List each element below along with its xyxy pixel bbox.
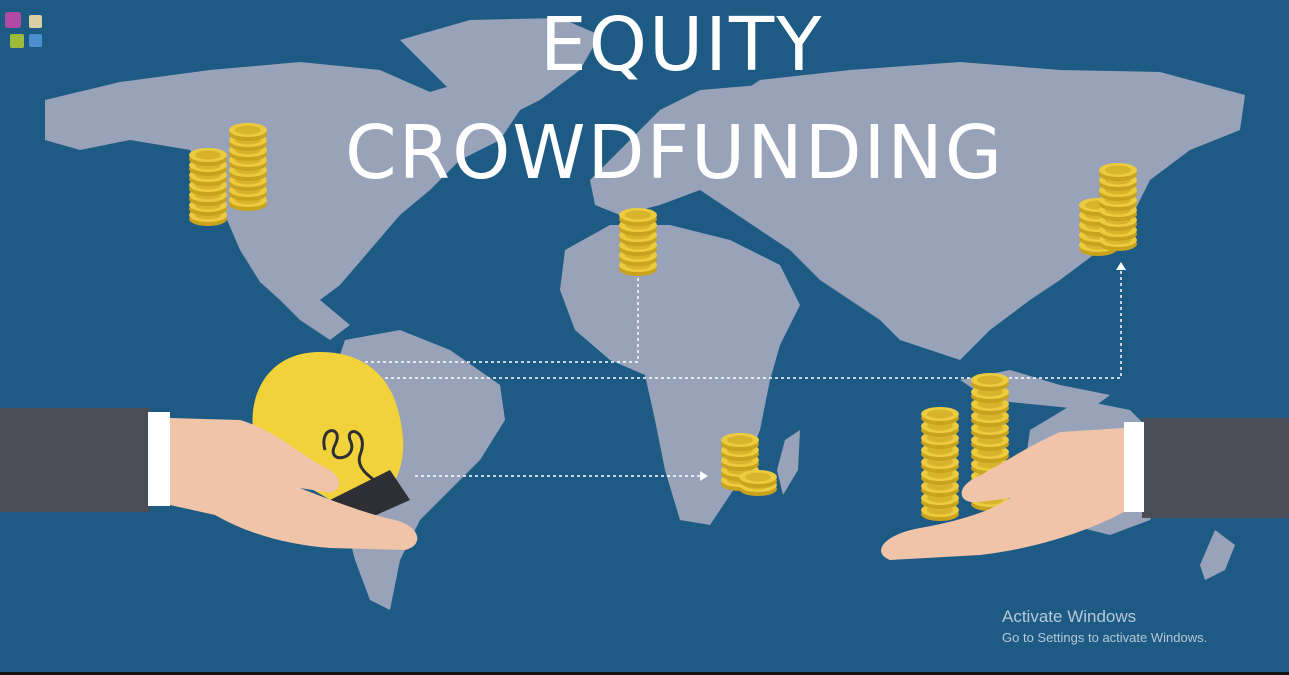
bottom-strip [0,672,1289,675]
right-hand-icon [881,428,1124,560]
watermark-subtext: Go to Settings to activate Windows. [1002,630,1208,645]
right-sleeve [1142,418,1289,518]
asia-shape [700,62,1245,360]
madagascar-shape [777,430,800,495]
new-zealand-shape [1200,530,1235,580]
arrow-head-up [1116,262,1126,270]
activate-windows-watermark: Activate Windows Go to Settings to activ… [1002,607,1207,645]
left-hand-icon [170,418,418,550]
title-line-1: EQUITY [540,2,824,88]
title-line-2: CROWDFUNDING [345,110,1005,196]
left-sleeve [0,408,150,512]
right-cuff [1124,422,1144,512]
greenland-shape [400,18,600,120]
left-cuff [148,412,170,506]
app-logo-icon [5,12,42,48]
coin-stack-icon [619,208,657,276]
coin-stack-icon [721,433,777,496]
connection-lines [365,268,1122,477]
north-america-shape [45,62,520,340]
arrow-head-right [700,471,708,481]
watermark-heading: Activate Windows [1002,607,1137,626]
